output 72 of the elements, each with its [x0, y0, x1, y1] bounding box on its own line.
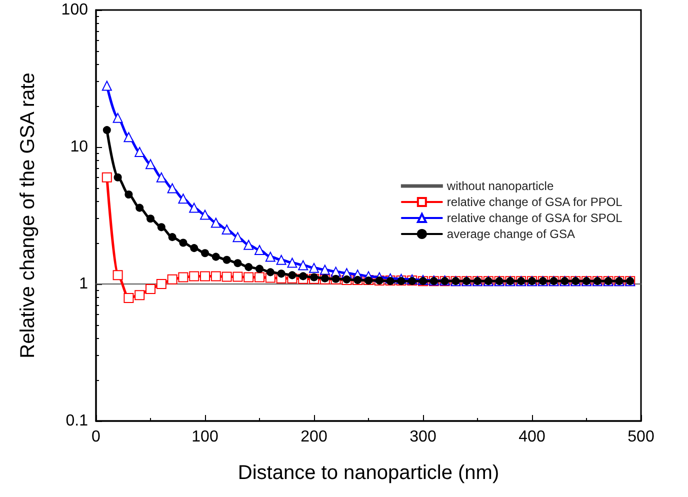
point	[298, 260, 308, 270]
point	[167, 183, 178, 194]
point	[210, 271, 221, 282]
point	[254, 272, 264, 282]
point	[102, 172, 112, 182]
point	[136, 204, 144, 212]
point	[310, 273, 318, 282]
x-tick-label: 100	[192, 428, 218, 446]
y-tick-label: 0.1	[66, 412, 88, 430]
y-tick-label: 10	[70, 138, 88, 156]
point	[256, 264, 264, 273]
y-tick-label: 1	[79, 276, 88, 292]
y-axis-title: Relative change of the GSA rate	[17, 72, 39, 358]
point	[134, 290, 145, 300]
point	[234, 259, 242, 268]
y-tick-label: 100	[61, 2, 88, 18]
point	[288, 271, 296, 280]
point	[222, 256, 231, 264]
point	[178, 272, 188, 282]
point	[320, 264, 330, 275]
point	[201, 249, 209, 258]
x-axis-title: Distance to nanoparticle (nm)	[238, 462, 500, 484]
legend-label: average change of GSA	[446, 227, 575, 241]
point	[146, 284, 156, 294]
x-tick-label: 300	[410, 428, 436, 446]
point	[168, 233, 176, 242]
point	[189, 271, 200, 282]
point	[102, 80, 112, 91]
point	[200, 271, 210, 282]
point	[287, 258, 298, 268]
point	[134, 146, 145, 157]
point	[276, 254, 286, 265]
point	[266, 268, 274, 276]
point	[244, 263, 253, 272]
x-tick-label: 400	[518, 428, 546, 446]
point	[189, 202, 200, 213]
point	[156, 279, 166, 289]
x-tick-label: 200	[300, 428, 328, 446]
point	[232, 232, 243, 242]
point	[167, 274, 178, 284]
point	[190, 244, 198, 252]
point	[102, 126, 111, 134]
point	[212, 252, 220, 261]
point	[124, 190, 133, 199]
point	[156, 172, 166, 182]
x-tick-label: 0	[92, 428, 101, 446]
point	[222, 272, 232, 282]
point	[210, 218, 221, 228]
legend-label: without nanoparticle	[446, 179, 554, 193]
point	[244, 272, 254, 282]
point	[112, 270, 123, 280]
point	[200, 210, 210, 220]
point	[309, 262, 319, 273]
point	[178, 194, 188, 204]
point	[254, 245, 264, 256]
point	[124, 132, 134, 142]
point	[179, 238, 188, 247]
legend-label: relative change of GSA for SPOL	[446, 211, 623, 225]
point	[146, 159, 156, 170]
point	[146, 214, 154, 223]
point	[222, 224, 232, 234]
point	[277, 270, 286, 278]
point	[157, 223, 166, 232]
legend-label: relative change of GSA for PPOL	[446, 195, 623, 209]
point	[299, 272, 308, 280]
point	[232, 272, 243, 282]
x-tick-label: 500	[628, 428, 654, 446]
point	[124, 293, 134, 304]
point	[265, 252, 276, 262]
point	[114, 173, 122, 182]
point	[244, 240, 254, 250]
point	[112, 112, 123, 123]
